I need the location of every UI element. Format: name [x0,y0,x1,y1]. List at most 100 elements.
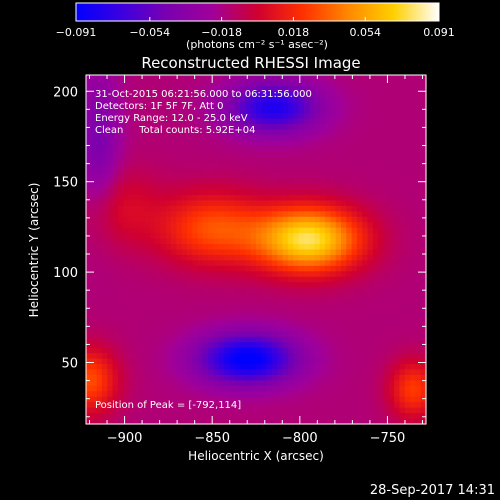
heatmap-cell [160,293,167,300]
heatmap-cell [86,369,92,376]
heatmap-cell [341,342,347,349]
heatmap-cell [240,233,246,240]
heatmap-cell [282,151,289,158]
heatmap-cell [107,342,114,349]
heatmap-cell [197,396,204,403]
heatmap-cell [117,75,124,82]
heatmap-cell [271,271,278,278]
heatmap-cell [372,314,379,321]
heatmap-cell [404,200,411,207]
heatmap-cell [144,276,151,283]
heatmap-cell [213,249,220,256]
heatmap-cell [133,222,140,229]
heatmap-cell [256,320,262,327]
heatmap-cell [420,140,427,147]
heatmap-cell [96,298,103,305]
heatmap-cell [224,336,231,343]
heatmap-cell [155,211,161,218]
heatmap-cell [367,200,374,207]
heatmap-cell [96,238,103,245]
heatmap-cell [123,107,130,114]
heatmap-cell [117,140,124,147]
heatmap-cell [229,211,236,218]
heatmap-cell [192,227,199,234]
heatmap-cell [330,107,337,114]
heatmap-cell [341,325,347,332]
heatmap-cell [351,238,358,245]
heatmap-cell [256,189,262,196]
heatmap-cell [261,309,268,316]
heatmap-cell [325,222,331,229]
heatmap-cell [394,320,401,327]
heatmap-cell [383,91,390,98]
heatmap-cell [415,418,422,425]
heatmap-cell [176,200,183,207]
heatmap-cell [346,129,353,136]
heatmap-cell [372,167,379,174]
heatmap-cell [277,342,284,349]
heatmap-cell [96,233,103,240]
heatmap-cell [293,304,300,311]
heatmap-cell [181,227,188,234]
heatmap-cell [404,282,411,289]
heatmap-cell [404,342,411,349]
heatmap-cell [282,342,289,349]
heatmap-cell [186,167,193,174]
heatmap-cell [202,145,209,152]
heatmap-cell [388,85,395,92]
heatmap-cell [202,413,209,420]
heatmap-cell [383,271,390,278]
heatmap-cell [372,391,379,398]
heatmap-cell [309,107,316,114]
heatmap-cell [197,91,204,98]
heatmap-cell [335,402,342,409]
heatmap-cell [149,134,156,142]
heatmap-cell [234,189,241,196]
heatmap-cell [266,238,273,245]
heatmap-cell [341,107,347,114]
heatmap-cell [330,402,337,409]
heatmap-cell [372,385,379,392]
heatmap-cell [155,96,161,103]
heatmap-cell [415,222,422,229]
heatmap-cell [256,244,262,251]
heatmap-cell [303,325,310,332]
heatmap-cell [208,314,215,321]
heatmap-cell [160,184,167,191]
heatmap-cell [112,129,119,136]
heatmap-cell [117,265,124,272]
heatmap-cell [293,151,300,158]
heatmap-cell [245,413,252,420]
heatmap-cell [341,402,347,409]
heatmap-cell [112,96,119,103]
heatmap-cell [372,304,379,311]
heatmap-cell [96,167,103,174]
heatmap-cell [123,402,130,409]
heatmap-cell [303,342,310,349]
heatmap-cell [404,107,411,114]
heatmap-cell [224,265,231,272]
heatmap-cell [218,107,225,114]
heatmap-cell [176,358,183,365]
heatmap-cell [271,173,278,180]
heatmap-cell [287,298,294,305]
heatmap-cell [319,140,326,147]
heatmap-cell [208,358,215,365]
heatmap-cell [351,374,358,381]
heatmap-cell [101,102,108,109]
heatmap-cell [410,380,416,387]
heatmap-cell [362,113,369,120]
heatmap-cell [160,282,167,289]
heatmap-cell [420,129,427,136]
heatmap-cell [319,282,326,289]
heatmap-cell [208,364,215,371]
heatmap-cell [266,118,273,125]
heatmap-cell [410,271,416,278]
heatmap-cell [91,276,98,283]
heatmap-cell [149,244,156,251]
heatmap-cell [101,260,108,267]
heatmap-cell [165,189,172,196]
heatmap-cell [383,347,390,354]
heatmap-cell [101,298,108,305]
heatmap-cell [165,211,172,218]
